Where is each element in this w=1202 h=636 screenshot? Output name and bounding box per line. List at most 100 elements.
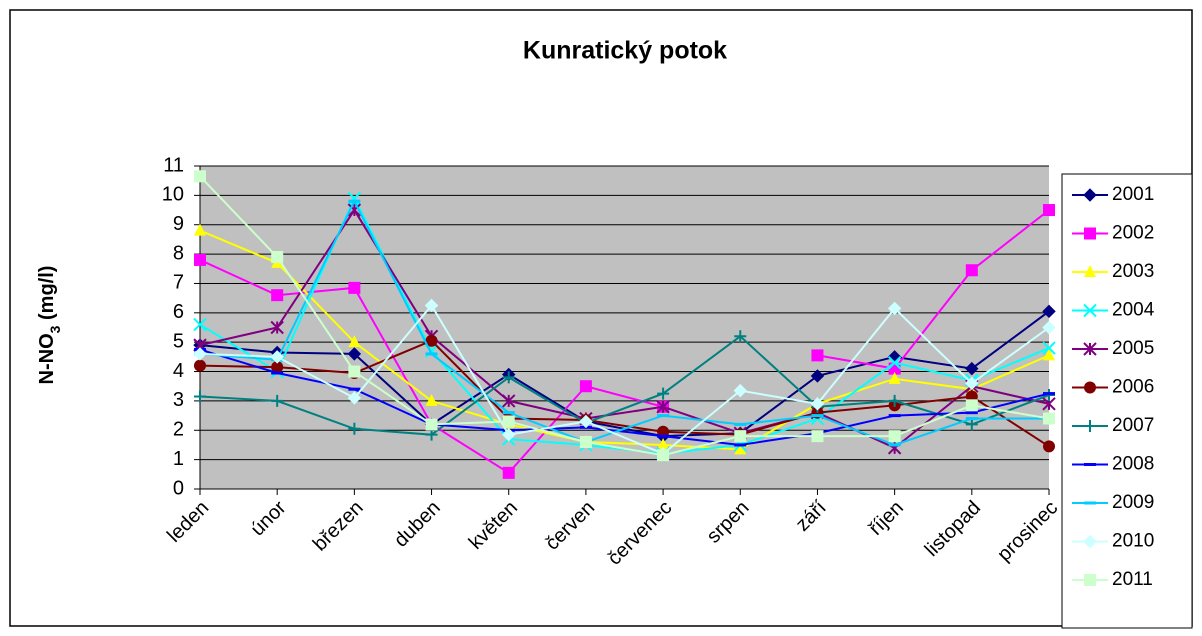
legend-label: 2005 — [1112, 338, 1154, 359]
marker — [1084, 227, 1096, 240]
legend-label: 2009 — [1112, 492, 1154, 513]
marker — [657, 387, 670, 400]
series-line — [199, 198, 1049, 447]
y-label-part: (mg/l) — [36, 266, 58, 326]
marker — [1042, 304, 1056, 319]
marker — [734, 422, 747, 426]
marker — [271, 251, 284, 264]
legend-label: 2011 — [1112, 569, 1153, 590]
marker — [965, 411, 978, 415]
marker — [194, 253, 206, 266]
marker — [579, 414, 593, 429]
y-tick-label: 11 — [163, 154, 184, 176]
legend-label: 2001 — [1112, 184, 1154, 205]
marker — [424, 298, 439, 313]
marker — [425, 334, 438, 347]
y-tick-label: 10 — [162, 184, 184, 206]
marker — [657, 434, 670, 438]
legend-box — [1061, 173, 1193, 629]
legend-label: 2007 — [1112, 415, 1154, 436]
legend-label: 2010 — [1112, 531, 1154, 552]
marker — [194, 223, 206, 236]
marker — [425, 428, 438, 441]
marker — [887, 301, 902, 316]
marker — [348, 199, 361, 203]
marker — [270, 320, 284, 335]
y-tick-label: 5 — [173, 330, 184, 352]
marker — [810, 397, 825, 411]
series-line — [199, 335, 1050, 436]
marker — [347, 391, 362, 405]
marker — [347, 203, 362, 217]
marker — [194, 390, 206, 403]
marker — [193, 347, 207, 361]
marker — [888, 394, 901, 407]
marker — [1043, 348, 1055, 361]
marker — [502, 371, 515, 384]
marker — [579, 380, 592, 393]
marker — [425, 418, 438, 431]
marker — [888, 443, 901, 447]
marker — [734, 430, 747, 443]
marker — [1083, 188, 1097, 202]
marker — [425, 393, 438, 406]
marker — [502, 394, 516, 408]
y-tick-label: 1 — [173, 448, 184, 470]
marker — [657, 449, 670, 462]
marker — [579, 436, 592, 449]
y-tick-label: 9 — [173, 213, 184, 235]
chart-title: Kunratický potok — [523, 37, 727, 65]
marker — [965, 417, 978, 421]
marker — [1083, 303, 1097, 318]
marker — [348, 365, 361, 378]
marker — [348, 422, 361, 435]
marker — [271, 394, 284, 407]
marker — [1083, 342, 1097, 356]
marker — [888, 414, 901, 418]
y-label-part: N-NO — [36, 333, 58, 384]
y-tick-label: 3 — [173, 389, 184, 411]
y-tick-label: 8 — [173, 242, 184, 264]
marker — [1043, 392, 1055, 396]
marker — [348, 281, 361, 294]
y-tick-label: 2 — [173, 419, 184, 441]
marker — [733, 383, 747, 398]
marker — [1084, 265, 1096, 277]
marker — [657, 414, 670, 418]
marker — [1084, 574, 1096, 586]
marker — [810, 369, 825, 383]
legend-label: 2003 — [1112, 261, 1154, 282]
y-axis-label: N-NO3 (mg/l) — [36, 266, 62, 385]
y-tick-label: 0 — [173, 477, 184, 499]
marker — [965, 264, 978, 277]
marker — [811, 430, 824, 443]
marker — [348, 387, 361, 391]
marker — [811, 414, 824, 418]
marker — [193, 317, 207, 332]
legend-label: 2006 — [1112, 377, 1154, 398]
marker — [656, 400, 670, 414]
marker — [1083, 534, 1097, 549]
marker — [1043, 412, 1055, 425]
marker — [270, 350, 284, 364]
marker — [888, 371, 901, 384]
marker — [888, 430, 901, 443]
marker — [1084, 463, 1096, 466]
marker — [887, 356, 902, 370]
marker — [1042, 320, 1056, 335]
marker — [965, 361, 979, 376]
marker — [271, 289, 284, 302]
series-line — [199, 175, 1050, 457]
marker — [1084, 501, 1096, 505]
marker — [965, 418, 978, 431]
marker — [502, 411, 515, 415]
legend-label: 2002 — [1112, 223, 1154, 244]
marker — [271, 361, 284, 374]
marker — [1043, 440, 1055, 453]
marker — [502, 415, 515, 428]
y-label-subscript: 3 — [47, 325, 63, 333]
marker — [1084, 420, 1096, 432]
y-tick-label: 4 — [173, 360, 184, 382]
marker — [734, 330, 747, 343]
